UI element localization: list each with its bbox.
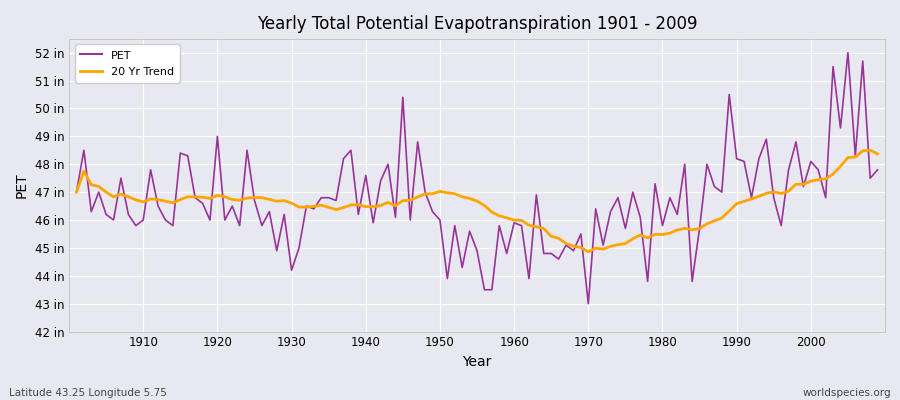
Y-axis label: PET: PET — [15, 172, 29, 198]
Text: worldspecies.org: worldspecies.org — [803, 388, 891, 398]
X-axis label: Year: Year — [463, 355, 491, 369]
Text: Latitude 43.25 Longitude 5.75: Latitude 43.25 Longitude 5.75 — [9, 388, 166, 398]
Legend: PET, 20 Yr Trend: PET, 20 Yr Trend — [75, 44, 180, 82]
Title: Yearly Total Potential Evapotranspiration 1901 - 2009: Yearly Total Potential Evapotranspiratio… — [256, 15, 698, 33]
